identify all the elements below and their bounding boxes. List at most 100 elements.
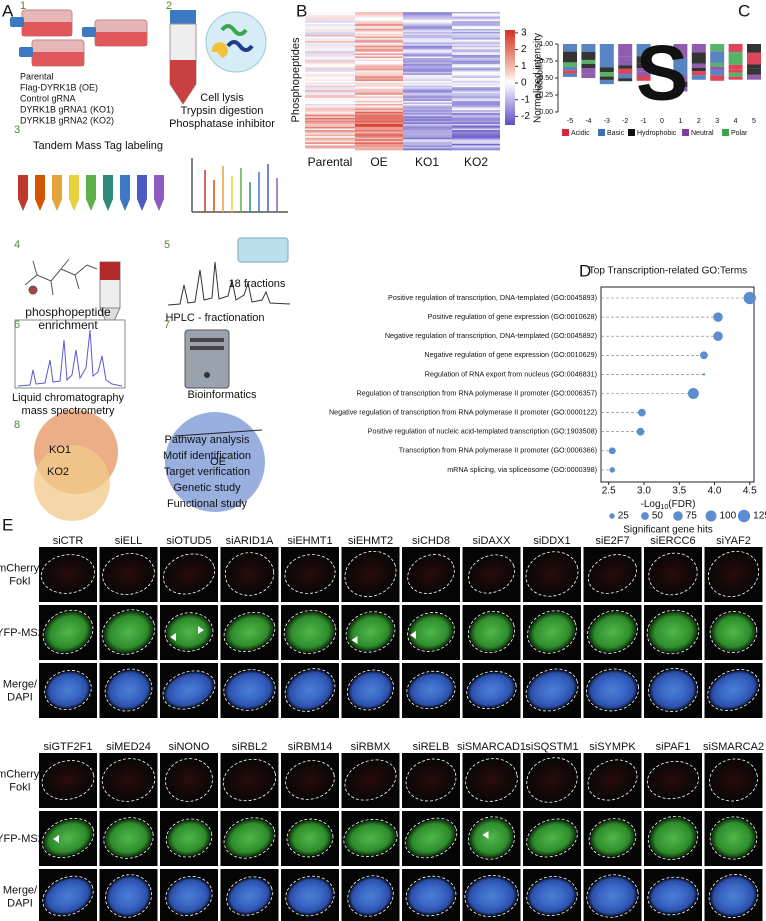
nucleus	[166, 613, 212, 651]
step-number: 2	[166, 0, 172, 12]
condition-label: siRELB	[413, 741, 450, 753]
step-number: 8	[14, 419, 20, 431]
term-label: Positive regulation of gene expression (…	[428, 312, 597, 321]
heatmap-cell	[305, 64, 355, 66]
nucleus	[103, 554, 154, 594]
heatmap-cell	[355, 25, 403, 28]
flask	[19, 39, 85, 67]
heatmap	[305, 12, 500, 151]
heatmap-cell	[403, 73, 452, 76]
nucleus	[710, 759, 757, 801]
heatmap-cell	[403, 56, 452, 59]
axis-label-part: -Log	[640, 499, 660, 510]
nucleus-outline	[646, 609, 700, 655]
heatmap-cell	[452, 143, 500, 146]
term-label: Negative regulation of transcription fro…	[329, 408, 597, 417]
heatmap-cell	[403, 70, 452, 73]
heatmap-cell	[452, 53, 500, 56]
heatmap-cell	[452, 62, 500, 65]
nucleus-outline	[468, 554, 515, 594]
logo-glyph	[673, 44, 688, 59]
heatmap-cell	[403, 107, 452, 109]
nucleus-outline	[164, 612, 214, 652]
heatmap-cell	[403, 71, 452, 74]
heatmap-cell	[305, 148, 355, 151]
heatmap-cell	[452, 125, 500, 128]
nucleus-outline	[41, 760, 95, 800]
heatmap-cell	[403, 93, 452, 96]
heatmap-cell	[305, 133, 355, 135]
venn	[34, 410, 265, 521]
condition-label: siERCC6	[650, 535, 695, 547]
heatmap-cell	[355, 73, 403, 76]
dot	[702, 373, 706, 376]
nucleus	[43, 819, 93, 857]
nucleus	[469, 555, 514, 593]
heatmap-cell	[355, 114, 403, 117]
logo-glyph	[710, 75, 725, 81]
heatmap-cell	[355, 97, 403, 100]
heatmap-cell	[355, 146, 403, 149]
size-legend-label: 25	[618, 511, 630, 522]
term-label: Negative regulation of gene expression (…	[424, 350, 597, 359]
heatmap-cell	[403, 50, 452, 53]
nucleus	[648, 762, 698, 798]
heatmap-cell	[305, 74, 355, 77]
condition-label: siYAF2	[716, 535, 751, 547]
term-label: Regulation of RNA export from nucleus (G…	[425, 369, 597, 378]
heatmap-cell	[305, 142, 355, 145]
condition-label: siCHD8	[412, 535, 450, 547]
heatmap-cell	[452, 97, 500, 100]
heatmap-cell	[403, 53, 452, 56]
condition-label: siSMARCA2	[703, 741, 764, 753]
heatmap-cell	[403, 143, 452, 146]
heatmap-cell	[403, 13, 452, 16]
heatmap-cell	[305, 39, 355, 42]
legend-label: Acidic	[571, 130, 590, 137]
heatmap-cell	[355, 79, 403, 82]
heatmap-cell	[305, 35, 355, 37]
heatmap-cell	[452, 67, 500, 70]
heatmap-cell	[452, 54, 500, 57]
heatmap-cell	[355, 134, 403, 137]
logo-glyph	[673, 75, 688, 82]
size-legend-dot	[609, 513, 615, 519]
nucleus	[166, 759, 212, 801]
heatmap-cell	[305, 87, 355, 89]
heatmap-cell	[452, 84, 500, 86]
heatmap-cell	[305, 96, 355, 99]
heatmap-cell	[403, 18, 452, 20]
heatmap-cell	[452, 45, 500, 48]
nucleus	[225, 613, 274, 651]
nucleus-outline	[468, 610, 515, 654]
heatmap-cell	[355, 64, 403, 66]
condition-label: siDDX1	[533, 535, 570, 547]
logo-glyph	[710, 44, 725, 52]
heatmap-cell	[452, 136, 500, 139]
heatmap-cell	[452, 28, 500, 31]
heatmap-cell	[305, 97, 355, 100]
flask	[82, 19, 148, 47]
heatmap-cell	[305, 45, 355, 48]
step-text: 18 fractions	[229, 278, 286, 290]
x-tick-label: -1	[640, 118, 646, 125]
heatmap-cell	[452, 82, 500, 85]
heatmap-cell	[305, 27, 355, 30]
legend-swatch	[562, 129, 569, 136]
heatmap-cell	[403, 146, 452, 149]
heatmap-cell	[355, 131, 403, 134]
condition-label: siSMARCAD1	[457, 741, 526, 753]
nucleus	[649, 817, 697, 859]
cell-line: DYRK1B gRNA2 (KO2)	[20, 115, 114, 125]
nucleus	[528, 611, 576, 653]
heatmap-cell	[403, 33, 452, 36]
logo-glyph	[581, 44, 596, 53]
heatmap-cell	[355, 133, 403, 135]
nucleus-outline	[102, 553, 155, 595]
heatmap-cell	[452, 99, 500, 102]
nucleus	[407, 760, 455, 800]
heatmap-cell	[355, 21, 403, 24]
colorbar-tick-label: 1	[521, 61, 527, 72]
nucleus-outline	[526, 757, 578, 803]
nucleus-outline	[226, 876, 273, 916]
